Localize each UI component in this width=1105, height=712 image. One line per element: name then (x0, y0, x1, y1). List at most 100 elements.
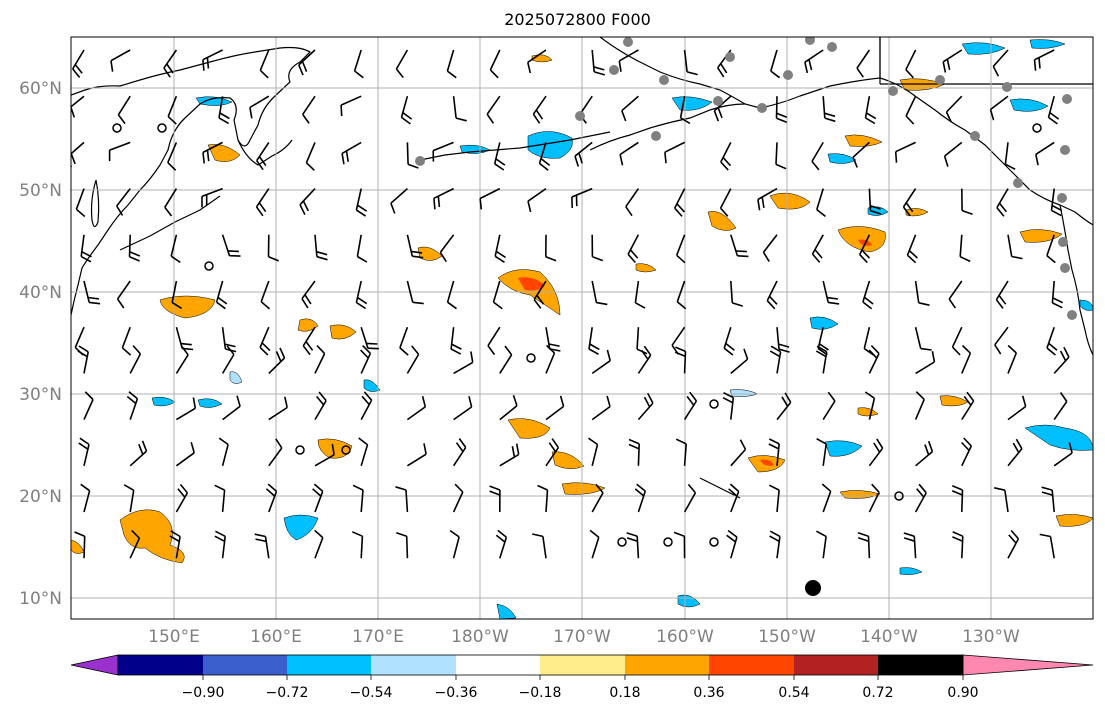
wind-barb (298, 49, 316, 76)
station-gray-marker (827, 42, 837, 52)
wind-barb (1007, 344, 1018, 374)
wind-barb (453, 351, 474, 375)
wind-barbs (71, 49, 1073, 559)
station-gray-marker (1060, 145, 1070, 155)
wind-barb (683, 49, 698, 76)
colorbar-tick-label: −0.18 (519, 685, 562, 701)
wind-barb (353, 49, 364, 79)
wind-barb (995, 280, 1009, 309)
lon-label: 130°W (962, 627, 1020, 647)
wind-barb (894, 141, 916, 163)
wind-barb (822, 280, 840, 305)
wind-barb (360, 345, 372, 374)
anomaly-positive (707, 211, 737, 231)
wind-barb (302, 326, 316, 356)
wind-barb (77, 345, 89, 374)
lat-label: 40°N (19, 283, 62, 303)
wind-barb (360, 391, 373, 420)
wind-barb (730, 280, 744, 307)
station-gray-marker (659, 75, 669, 85)
wind-barb (314, 391, 327, 421)
wind-barb (1007, 395, 1027, 421)
coastline-bc (1059, 204, 1093, 356)
wind-barb (1007, 234, 1023, 260)
anomaly-negative (363, 379, 381, 392)
wind-barb (255, 188, 270, 217)
colorbar-tick-label: −0.90 (182, 685, 225, 701)
wind-barb (538, 142, 551, 171)
colorbar-segment (794, 655, 878, 675)
wind-barb (341, 141, 362, 165)
wind-barb (868, 188, 882, 215)
wind-barb (591, 234, 604, 262)
wind-barb (775, 142, 787, 170)
wind-barb (992, 49, 1009, 77)
wind-barb (637, 392, 654, 421)
wind-barb (961, 344, 972, 374)
wind-barb (945, 95, 963, 123)
wind-barb (314, 345, 326, 374)
wind-barb (914, 327, 932, 351)
wind-barb (959, 234, 971, 263)
colorbar-segment (371, 655, 456, 675)
lat-label: 50°N (19, 181, 62, 201)
station-gray-marker (609, 65, 619, 75)
coastline-alaska-south (589, 103, 746, 151)
wind-barb (406, 345, 420, 374)
latitude-labels: 60°N 50°N 40°N 30°N 20°N 10°N (19, 79, 62, 609)
wind-barb (169, 530, 181, 559)
wind-barb (591, 483, 604, 513)
colorbar-tick-label: 0.18 (609, 685, 640, 701)
station-open-marker (157, 123, 167, 133)
wind-barb (167, 142, 178, 171)
wind-barb (713, 95, 732, 122)
anomaly-positive (635, 263, 657, 273)
lat-label: 10°N (19, 589, 62, 609)
wind-barb (768, 438, 780, 466)
colorbar-segment (878, 655, 963, 675)
wind-barb (314, 234, 328, 261)
wind-barb (533, 280, 547, 309)
station-gray-marker (1013, 178, 1023, 188)
wind-barb (683, 391, 698, 421)
wind-barb (943, 141, 963, 167)
colorbar-outline (117, 654, 964, 676)
wind-barb (71, 141, 85, 168)
wind-barb (1033, 49, 1055, 71)
wind-barb (545, 438, 560, 467)
wind-barb (406, 280, 424, 305)
wind-barb (545, 344, 556, 374)
wind-barb (726, 529, 738, 559)
wind-barb (494, 234, 506, 263)
station-gray-marker (1058, 237, 1068, 247)
anomaly-positive (507, 418, 551, 439)
lon-label: 150°E (148, 627, 200, 647)
wind-barb (816, 188, 826, 218)
wind-barb (952, 531, 964, 559)
wind-barb (822, 96, 836, 123)
wind-barb (776, 327, 790, 353)
wind-barb (222, 395, 241, 421)
wind-barb (868, 438, 884, 467)
wind-barb (822, 391, 836, 421)
wind-barb (452, 483, 464, 513)
wind-barb (864, 96, 877, 125)
colorbar-segment (203, 655, 287, 675)
anomaly-positive (119, 509, 185, 564)
wind-barb (591, 280, 608, 306)
anomaly-negative (197, 398, 223, 408)
station-gray-marker (725, 52, 735, 62)
lon-label: 160°W (656, 627, 714, 647)
anomaly-negative (961, 42, 1006, 55)
wind-barb (1046, 326, 1058, 356)
wind-barb (961, 437, 973, 467)
colorbar-tick-label: −0.72 (266, 685, 309, 701)
wind-barb (868, 483, 880, 513)
wind-barb (591, 395, 611, 421)
wind-barb (167, 95, 178, 125)
coastline-hawaii (699, 477, 741, 499)
station-gray-marker (757, 103, 767, 113)
lat-label: 60°N (19, 79, 62, 99)
coastline-kamchatka (237, 139, 293, 166)
